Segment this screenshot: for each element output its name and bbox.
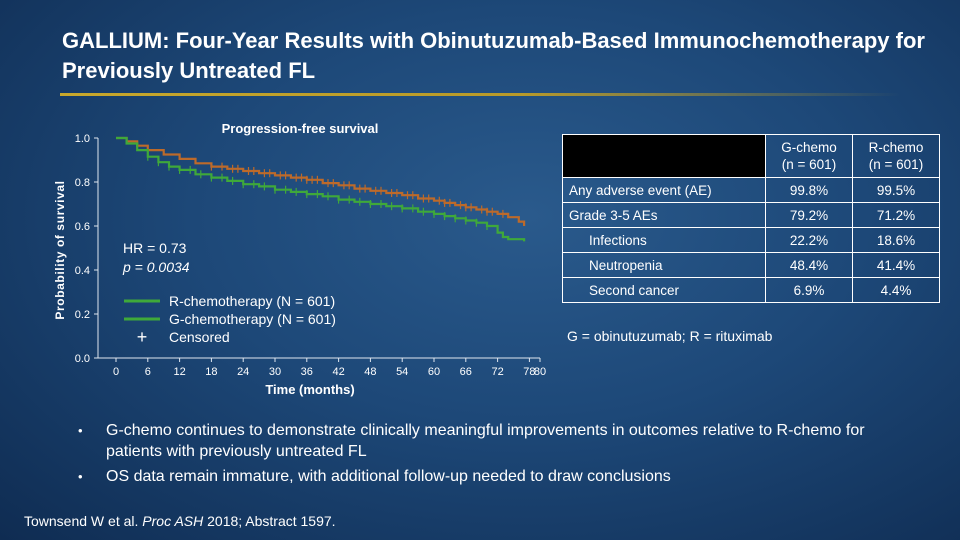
row-r-value: 18.6% (852, 227, 940, 253)
table-header-row: G-chemo (n = 601) R-chemo (n = 601) (562, 134, 940, 178)
x-tick-label: 12 (173, 366, 185, 378)
bullet-item: • G-chemo continues to demonstrate clini… (78, 420, 878, 462)
legend-label-g-chemo: G-chemotherapy (N = 601) (169, 311, 336, 327)
table-row: Infections 22.2% 18.6% (562, 227, 940, 253)
citation-footnote: Townsend W et al. Proc ASH 2018; Abstrac… (24, 513, 336, 529)
y-tick-label: 1.0 (75, 133, 90, 145)
x-tick-label: 54 (396, 366, 408, 378)
key-points-list: • G-chemo continues to demonstrate clini… (78, 420, 878, 491)
row-label: Infections (562, 227, 766, 253)
header-r-line2: (n = 601) (868, 157, 924, 172)
row-label: Neutropenia (562, 252, 766, 278)
row-r-value: 99.5% (852, 177, 940, 203)
legend-label-censored: Censored (169, 329, 230, 345)
x-tick-label: 80 (534, 366, 546, 378)
table-row: Second cancer 6.9% 4.4% (562, 277, 940, 303)
row-label: Second cancer (562, 277, 766, 303)
title-underline (60, 93, 900, 96)
table-row: Grade 3-5 AEs 79.2% 71.2% (562, 202, 940, 228)
header-g-line1: G-chemo (781, 140, 837, 155)
bullet-dot: • (78, 469, 83, 484)
bullet-text: OS data remain immature, with additional… (106, 468, 671, 485)
row-g-value: 99.8% (765, 177, 853, 203)
series-line-g-chemo (116, 136, 526, 226)
row-r-value: 41.4% (852, 252, 940, 278)
abbreviations-note: G = obinutuzumab; R = rituximab (567, 328, 773, 344)
x-axis-label: Time (months) (265, 382, 354, 397)
table-header-blank (562, 134, 766, 178)
y-tick-label: 0.0 (75, 353, 90, 365)
row-r-value: 71.2% (852, 202, 940, 228)
x-tick-label: 78 (523, 366, 535, 378)
table-row: Neutropenia 48.4% 41.4% (562, 252, 940, 278)
p-value-label: p = 0.0034 (122, 259, 190, 275)
x-tick-label: 6 (145, 366, 151, 378)
adverse-events-table: G-chemo (n = 601) R-chemo (n = 601) Any … (562, 134, 940, 303)
x-tick-label: 42 (332, 366, 344, 378)
chart-title: Progression-free survival (222, 121, 379, 136)
table-row: Any adverse event (AE) 99.8% 99.5% (562, 177, 940, 203)
y-tick-label: 0.8 (75, 177, 90, 189)
row-label: Grade 3-5 AEs (562, 202, 766, 228)
y-axis-label: Probability of survival (53, 180, 67, 319)
table-header-r-chemo: R-chemo (n = 601) (852, 134, 940, 178)
x-tick-label: 36 (301, 366, 313, 378)
bullet-text: G-chemo continues to demonstrate clinica… (106, 422, 865, 460)
legend: R-chemotherapy (N = 601) G-chemotherapy … (124, 293, 336, 347)
slide-title: GALLIUM: Four-Year Results with Obinutuz… (62, 28, 925, 83)
x-tick-label: 66 (460, 366, 472, 378)
table-header-g-chemo: G-chemo (n = 601) (765, 134, 853, 178)
legend-label-r-chemo: R-chemotherapy (N = 601) (169, 293, 335, 309)
citation-journal: Proc ASH (142, 513, 204, 529)
x-tick-label: 48 (364, 366, 376, 378)
row-g-value: 48.4% (765, 252, 853, 278)
header-r-line1: R-chemo (868, 140, 924, 155)
legend-censored-marker: + (137, 327, 148, 347)
header-g-line2: (n = 601) (781, 157, 837, 172)
citation-authors: Townsend W et al. (24, 513, 139, 529)
row-g-value: 79.2% (765, 202, 853, 228)
row-g-value: 6.9% (765, 277, 853, 303)
y-tick-label: 0.2 (75, 309, 90, 321)
x-tick-label: 0 (113, 366, 119, 378)
x-tick-label: 72 (491, 366, 503, 378)
y-tick-label: 0.4 (75, 265, 90, 277)
row-g-value: 22.2% (765, 227, 853, 253)
y-tick-label: 0.6 (75, 221, 90, 233)
x-tick-label: 30 (269, 366, 281, 378)
series (116, 136, 526, 242)
row-r-value: 4.4% (852, 277, 940, 303)
bullet-dot: • (78, 423, 83, 438)
row-label: Any adverse event (AE) (562, 177, 766, 203)
hazard-ratio-label: HR = 0.73 (123, 240, 187, 256)
x-tick-label: 60 (428, 366, 440, 378)
bullet-item: • OS data remain immature, with addition… (78, 466, 878, 487)
citation-details: 2018; Abstract 1597. (207, 513, 336, 529)
x-tick-label: 18 (205, 366, 217, 378)
pfs-chart: Progression-free survival Probability of… (53, 121, 546, 397)
x-tick-label: 24 (237, 366, 249, 378)
